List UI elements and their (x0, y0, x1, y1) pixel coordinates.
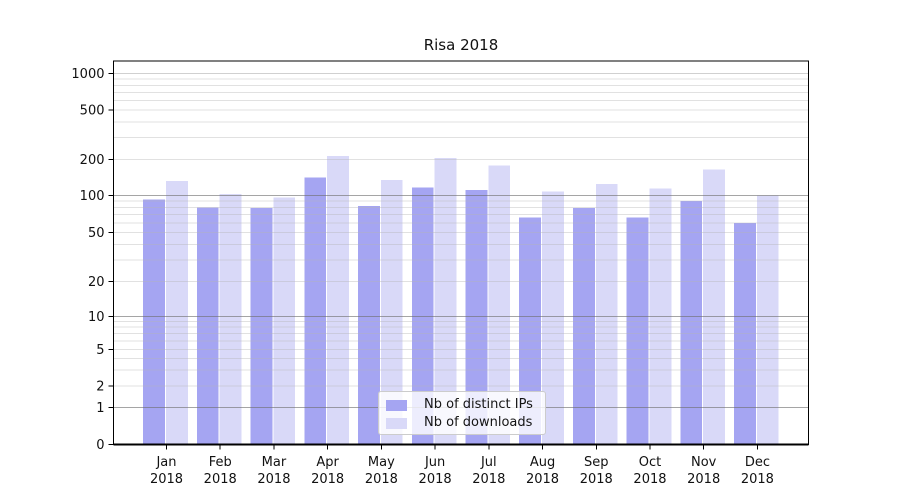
y-tick-label: 10 (88, 310, 105, 325)
y-tick-label: 1 (96, 401, 104, 416)
bar-ips-aug (519, 217, 542, 445)
x-tick-label: Nov 2018 (687, 455, 720, 487)
bar-downloads-sep (595, 183, 618, 445)
bar-ips-dec (734, 222, 756, 445)
x-tick-label: Aug 2018 (526, 455, 559, 487)
bar-downloads-jan (166, 181, 188, 445)
bar-ips-feb (196, 207, 219, 445)
bar-ips-jun (411, 187, 434, 445)
bar-downloads-apr (327, 156, 349, 445)
bar-downloads-nov (703, 169, 725, 445)
bar-ips-oct (626, 217, 649, 445)
legend-item-downloads: Nb of downloads (386, 414, 545, 432)
x-tick-label: Apr 2018 (311, 455, 344, 487)
bar-ips-mar (250, 208, 273, 445)
y-tick-label: 50 (88, 226, 105, 241)
bar-ips-apr (304, 177, 327, 445)
x-tick-label: Dec 2018 (741, 455, 774, 487)
y-tick-label: 2 (96, 380, 104, 395)
x-tick-label: Mar 2018 (257, 455, 290, 487)
y-tick-label: 5 (96, 343, 104, 358)
chart-title: Risa 2018 (423, 36, 499, 54)
x-tick-label: Feb 2018 (204, 455, 237, 487)
legend-item-distinct-ips: Nb of distinct IPs (386, 396, 545, 414)
bar-ips-nov (680, 201, 703, 445)
bar-downloads-mar (273, 197, 296, 445)
legend-label-downloads: Nb of downloads (424, 415, 533, 430)
bar-downloads-jun (434, 158, 457, 445)
legend: Nb of distinct IPs Nb of downloads (378, 391, 546, 435)
legend-swatch-downloads (386, 417, 407, 429)
y-tick-label: 200 (80, 153, 105, 168)
bar-downloads-dec (756, 195, 779, 445)
legend-swatch-distinct-ips (386, 399, 407, 411)
x-tick-label: Oct 2018 (633, 455, 666, 487)
bar-ips-sep (572, 208, 595, 445)
bar-ips-may (358, 206, 380, 445)
y-tick-label: 500 (80, 104, 105, 119)
x-tick-label: Sep 2018 (580, 455, 613, 487)
x-tick-label: Jul 2018 (472, 455, 505, 487)
y-tick-label: 1000 (71, 67, 104, 82)
bar-downloads-jul (488, 165, 511, 445)
y-tick-label: 100 (80, 189, 105, 204)
bar-downloads-may (380, 179, 403, 445)
legend-label-distinct-ips: Nb of distinct IPs (424, 397, 533, 412)
x-tick-label: May 2018 (365, 455, 398, 487)
x-tick-label: Jun 2018 (419, 455, 452, 487)
x-tick-label: Jan 2018 (150, 455, 183, 487)
bar-ips-jan (143, 199, 165, 445)
bar-downloads-aug (542, 191, 564, 445)
bar-ips-jul (465, 190, 488, 445)
y-tick-label: 0 (96, 438, 104, 453)
bar-downloads-feb (219, 193, 242, 445)
y-tick-label: 20 (88, 275, 105, 290)
